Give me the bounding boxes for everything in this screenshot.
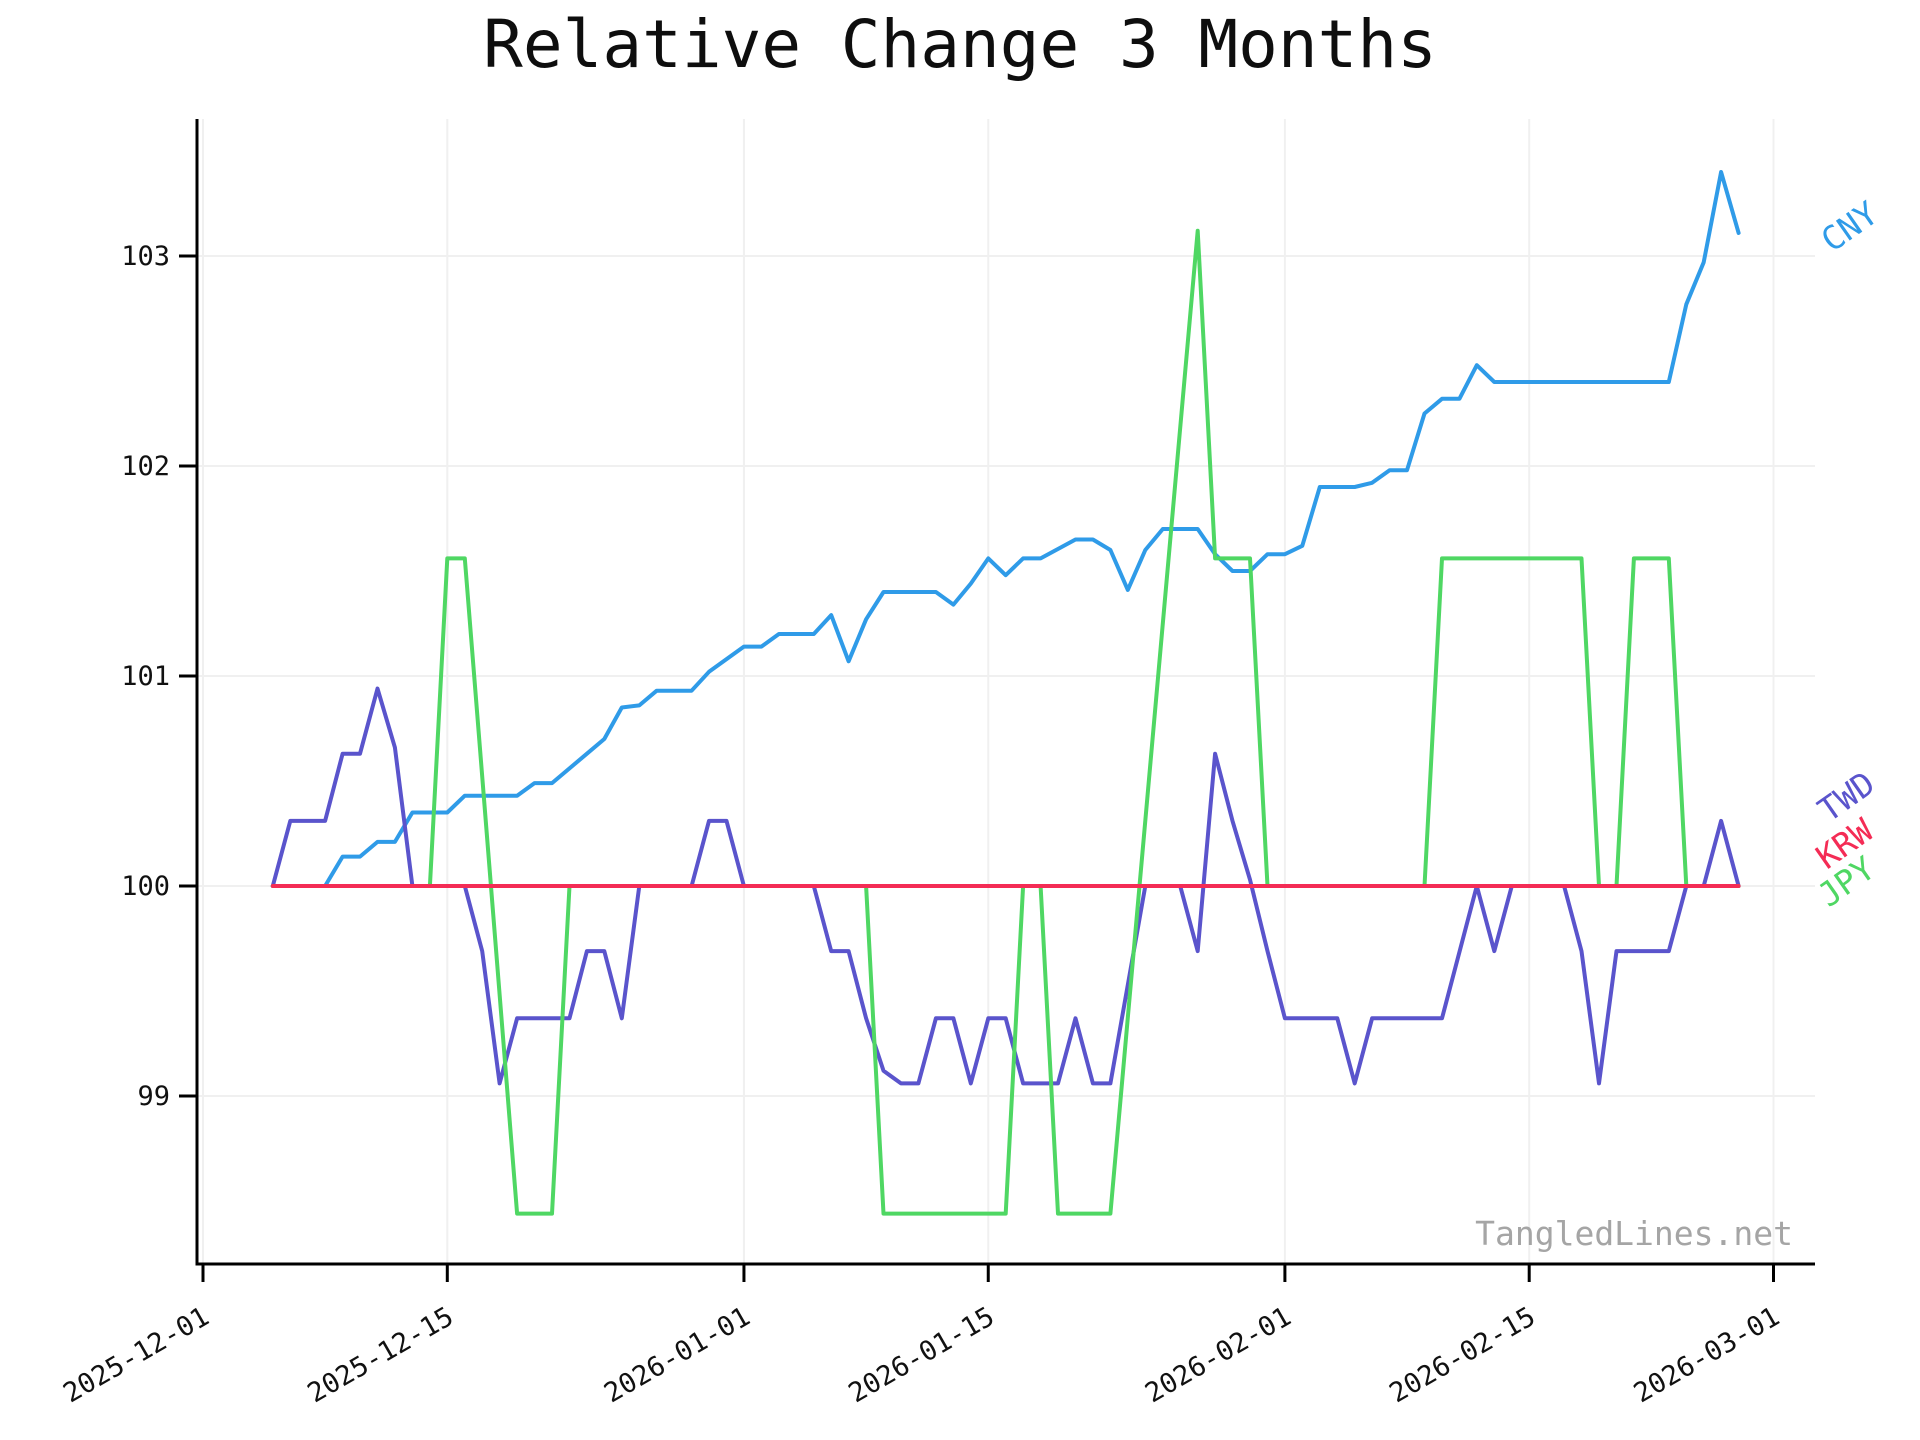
x-tick-label: 2025-12-15 bbox=[303, 1301, 459, 1409]
x-tick-label: 2026-02-01 bbox=[1140, 1301, 1296, 1409]
series-line-twd bbox=[270, 686, 1741, 1086]
chart-title: Relative Change 3 Months bbox=[483, 6, 1437, 83]
y-tick-label: 102 bbox=[121, 451, 170, 482]
y-tick-label: 103 bbox=[121, 241, 170, 272]
x-tick-label: 2026-01-15 bbox=[843, 1301, 999, 1409]
series-label-cny: CNY bbox=[1814, 193, 1885, 259]
x-tick-label: 2026-02-15 bbox=[1384, 1301, 1540, 1409]
x-tick-label: 2026-03-01 bbox=[1629, 1301, 1785, 1409]
y-tick-label: 99 bbox=[137, 1081, 170, 1112]
series-layer bbox=[270, 170, 1741, 1216]
y-tick-label: 101 bbox=[121, 661, 170, 692]
series-line-jpy bbox=[270, 228, 1741, 1216]
series-line-cny bbox=[270, 170, 1741, 888]
watermark: TangledLines.net bbox=[1475, 1214, 1793, 1253]
y-tick-label: 100 bbox=[121, 871, 170, 902]
x-tick-label: 2025-12-01 bbox=[58, 1301, 214, 1409]
x-tick-label: 2026-01-01 bbox=[599, 1301, 755, 1409]
